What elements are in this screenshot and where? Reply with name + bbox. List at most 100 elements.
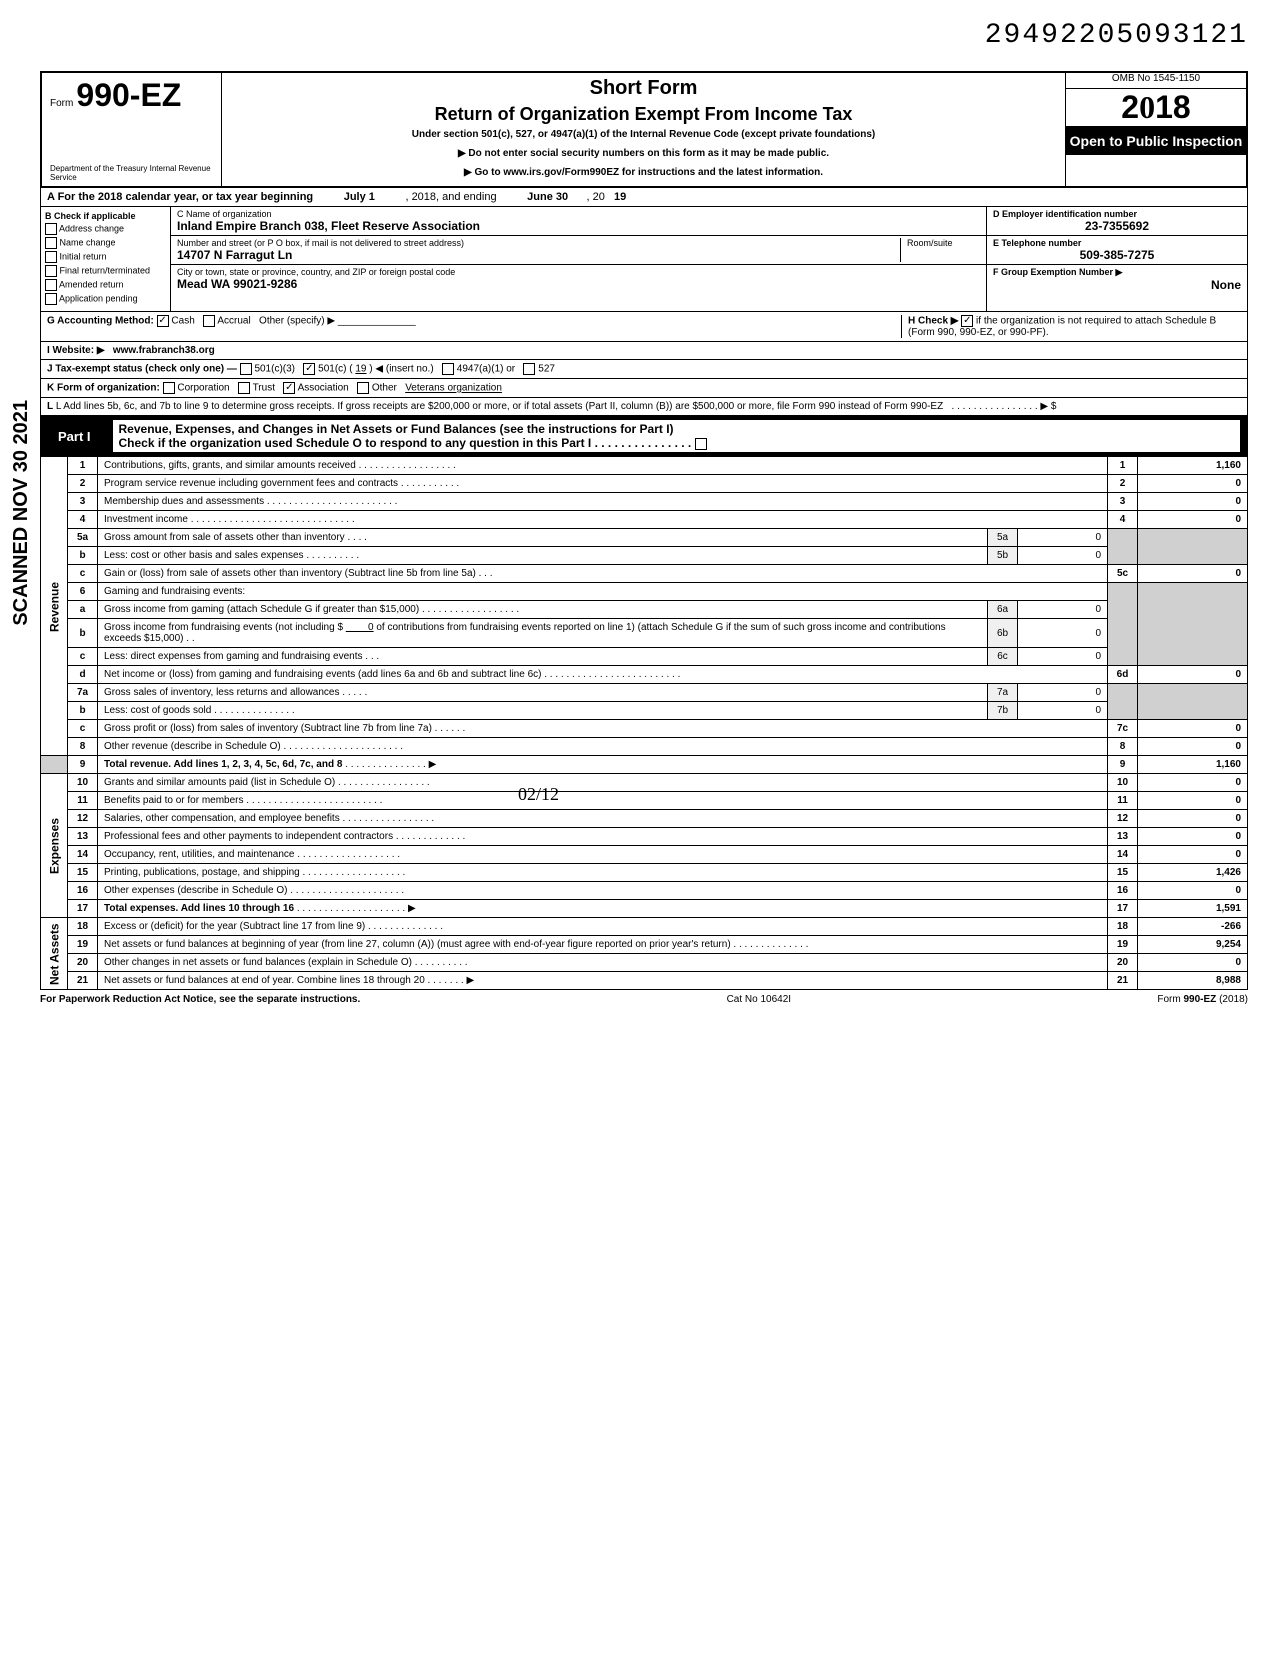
row-a-mid: , 2018, and ending xyxy=(405,191,496,203)
line-g-label: G Accounting Method: xyxy=(47,316,154,327)
line-6b-insert: 0 xyxy=(368,622,374,633)
line-6c-desc: Less: direct expenses from gaming and fu… xyxy=(104,651,362,662)
501c-checkbox[interactable]: ✓ xyxy=(303,363,315,375)
amended-return-label: Amended return xyxy=(59,279,124,289)
accrual-checkbox[interactable] xyxy=(203,315,215,327)
row-a-suffix: , 20 xyxy=(586,191,604,203)
line-15-no: 15 xyxy=(68,864,98,882)
part1-header: Part I Revenue, Expenses, and Changes in… xyxy=(40,416,1248,456)
line-6b-desc: Gross income from fundraising events (no… xyxy=(104,622,343,633)
room-label: Room/suite xyxy=(907,238,953,248)
line-5c-desc: Gain or (loss) from sale of assets other… xyxy=(104,568,476,579)
line-6d-val: 0 xyxy=(1138,666,1248,684)
line-16-desc: Other expenses (describe in Schedule O) xyxy=(104,885,287,896)
line-13-val: 0 xyxy=(1138,828,1248,846)
line-6b-midval: 0 xyxy=(1018,619,1108,648)
final-return-checkbox[interactable] xyxy=(45,265,57,277)
name-change-label: Name change xyxy=(60,237,116,247)
name-change-checkbox[interactable] xyxy=(45,237,57,249)
line-8-desc: Other revenue (describe in Schedule O) xyxy=(104,741,281,752)
ein-value: 23-7355692 xyxy=(993,219,1241,233)
line-17-col: 17 xyxy=(1108,900,1138,918)
line-5c-col: 5c xyxy=(1108,565,1138,583)
line-1-val: 1,160 xyxy=(1138,457,1248,475)
501c3-label: 501(c)(3) xyxy=(254,364,295,375)
line-5a-no: 5a xyxy=(68,529,98,547)
line-6b-mid: 6b xyxy=(988,619,1018,648)
line-19-val: 9,254 xyxy=(1138,936,1248,954)
line-20-col: 20 xyxy=(1108,954,1138,972)
corporation-checkbox[interactable] xyxy=(163,382,175,394)
initial-return-checkbox[interactable] xyxy=(45,251,57,263)
line-7a-desc: Gross sales of inventory, less returns a… xyxy=(104,687,339,698)
schedule-o-checkbox[interactable] xyxy=(695,438,707,450)
line-7c-desc: Gross profit or (loss) from sales of inv… xyxy=(104,723,432,734)
line-11-val: 0 xyxy=(1138,792,1248,810)
line-5b-mid: 5b xyxy=(988,547,1018,565)
cash-label: Cash xyxy=(171,316,194,327)
netassets-side-label: Net Assets xyxy=(41,918,68,990)
name-address-column: C Name of organization Inland Empire Bra… xyxy=(171,207,987,311)
line-19-desc: Net assets or fund balances at beginning… xyxy=(104,939,731,950)
line-16-val: 0 xyxy=(1138,882,1248,900)
line-6c-no: c xyxy=(68,648,98,666)
subtitle: Under section 501(c), 527, or 4947(a)(1)… xyxy=(230,129,1057,140)
line-10-val: 0 xyxy=(1138,774,1248,792)
trust-checkbox[interactable] xyxy=(238,382,250,394)
final-return-label: Final return/terminated xyxy=(60,265,151,275)
line-7b-no: b xyxy=(68,702,98,720)
line-7b-desc: Less: cost of goods sold xyxy=(104,705,211,716)
tel-value: 509-385-7275 xyxy=(993,248,1241,262)
line-6a-midval: 0 xyxy=(1018,601,1108,619)
application-pending-checkbox[interactable] xyxy=(45,293,57,305)
line-18-no: 18 xyxy=(68,918,98,936)
trust-label: Trust xyxy=(253,383,275,394)
line-12-val: 0 xyxy=(1138,810,1248,828)
line-9-col: 9 xyxy=(1108,756,1138,774)
other-org-label: Other xyxy=(372,383,397,394)
line-9-no: 9 xyxy=(68,756,98,774)
line-8-col: 8 xyxy=(1108,738,1138,756)
line-14-desc: Occupancy, rent, utilities, and maintena… xyxy=(104,849,294,860)
handwritten-date: 02/12 xyxy=(518,784,559,805)
line-5c-val: 0 xyxy=(1138,565,1248,583)
4947-checkbox[interactable] xyxy=(442,363,454,375)
line-5b-midval: 0 xyxy=(1018,547,1108,565)
line-12-desc: Salaries, other compensation, and employ… xyxy=(104,813,340,824)
application-pending-label: Application pending xyxy=(59,293,138,303)
line-18-col: 18 xyxy=(1108,918,1138,936)
line-7a-midval: 0 xyxy=(1018,684,1108,702)
line-3-val: 0 xyxy=(1138,493,1248,511)
main-title: Return of Organization Exempt From Incom… xyxy=(230,104,1057,125)
cash-checkbox[interactable]: ✓ xyxy=(157,315,169,327)
line-6d-col: 6d xyxy=(1108,666,1138,684)
line-9-desc: Total revenue. Add lines 1, 2, 3, 4, 5c,… xyxy=(104,759,342,770)
other-org-checkbox[interactable] xyxy=(357,382,369,394)
line-7a-mid: 7a xyxy=(988,684,1018,702)
line-2-val: 0 xyxy=(1138,475,1248,493)
group-label: F Group Exemption Number ▶ xyxy=(993,267,1122,277)
line-11-no: 11 xyxy=(68,792,98,810)
schedule-b-checkbox[interactable]: ✓ xyxy=(961,315,973,327)
line-4-val: 0 xyxy=(1138,511,1248,529)
association-checkbox[interactable]: ✓ xyxy=(283,382,295,394)
line-1-desc: Contributions, gifts, grants, and simila… xyxy=(104,460,356,471)
line-15-val: 1,426 xyxy=(1138,864,1248,882)
501c3-checkbox[interactable] xyxy=(240,363,252,375)
catalog-number: Cat No 10642I xyxy=(727,994,792,1005)
line-5a-desc: Gross amount from sale of assets other t… xyxy=(104,532,345,543)
527-checkbox[interactable] xyxy=(523,363,535,375)
line-12-no: 12 xyxy=(68,810,98,828)
line-14-val: 0 xyxy=(1138,846,1248,864)
line-3-no: 3 xyxy=(68,493,98,511)
row-a-tax-year: A For the 2018 calendar year, or tax yea… xyxy=(40,188,1248,207)
initial-return-label: Initial return xyxy=(60,251,107,261)
527-label: 527 xyxy=(538,364,555,375)
line-6-no: 6 xyxy=(68,583,98,601)
line-6-desc: Gaming and fundraising events: xyxy=(104,586,245,597)
line-6a-no: a xyxy=(68,601,98,619)
address-change-checkbox[interactable] xyxy=(45,223,57,235)
amended-return-checkbox[interactable] xyxy=(45,279,57,291)
info-lines: G Accounting Method: ✓ Cash Accrual Othe… xyxy=(40,312,1248,416)
line-19-no: 19 xyxy=(68,936,98,954)
